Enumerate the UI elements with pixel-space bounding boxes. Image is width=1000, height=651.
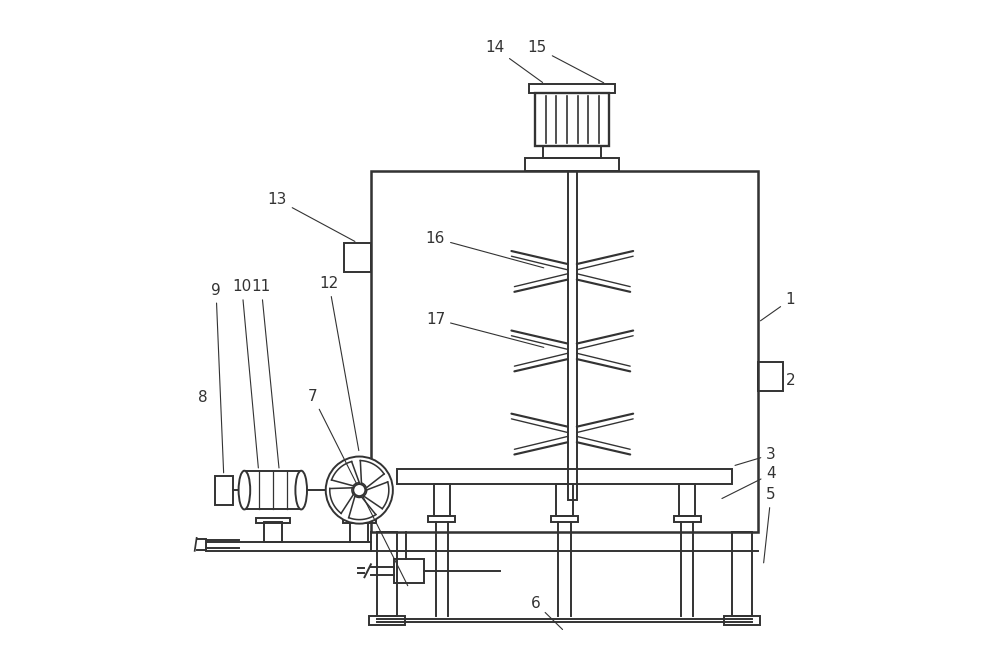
Bar xyxy=(215,476,233,505)
Bar xyxy=(529,84,615,93)
Circle shape xyxy=(353,484,365,496)
Text: 11: 11 xyxy=(252,279,279,468)
Bar xyxy=(434,484,450,516)
Bar xyxy=(397,469,732,484)
Ellipse shape xyxy=(239,471,250,510)
Text: 10: 10 xyxy=(232,279,258,468)
Bar xyxy=(377,532,397,616)
Bar xyxy=(344,243,371,272)
Bar xyxy=(556,484,573,516)
Text: 4: 4 xyxy=(722,467,776,499)
Bar xyxy=(350,521,368,542)
Text: 13: 13 xyxy=(268,192,355,242)
Bar xyxy=(732,532,752,616)
Text: 2: 2 xyxy=(783,373,795,388)
Bar xyxy=(758,362,783,391)
Bar xyxy=(369,616,405,625)
Bar xyxy=(543,146,601,158)
Bar xyxy=(394,559,424,583)
Text: 1: 1 xyxy=(760,292,795,321)
Bar xyxy=(679,484,695,516)
Text: 16: 16 xyxy=(426,231,544,268)
Text: 8: 8 xyxy=(198,391,208,406)
Bar xyxy=(264,521,282,542)
Bar xyxy=(525,158,619,171)
Bar xyxy=(568,171,577,500)
Ellipse shape xyxy=(295,471,307,510)
Bar xyxy=(343,518,376,523)
Bar xyxy=(371,171,758,532)
Text: 14: 14 xyxy=(485,40,543,83)
Bar xyxy=(244,471,301,510)
Text: 17: 17 xyxy=(426,312,544,348)
Bar xyxy=(535,93,609,146)
Bar xyxy=(256,518,290,523)
Text: 7: 7 xyxy=(308,389,408,586)
Text: 3: 3 xyxy=(735,447,776,465)
Bar xyxy=(428,516,455,522)
Text: 6: 6 xyxy=(531,596,563,630)
Text: 12: 12 xyxy=(319,276,359,450)
Circle shape xyxy=(326,456,393,523)
Bar xyxy=(551,516,578,522)
Text: 15: 15 xyxy=(528,40,604,83)
Bar xyxy=(724,616,760,625)
Text: 5: 5 xyxy=(764,487,776,563)
Bar xyxy=(674,516,701,522)
Bar xyxy=(206,542,371,551)
Text: 9: 9 xyxy=(211,283,224,473)
